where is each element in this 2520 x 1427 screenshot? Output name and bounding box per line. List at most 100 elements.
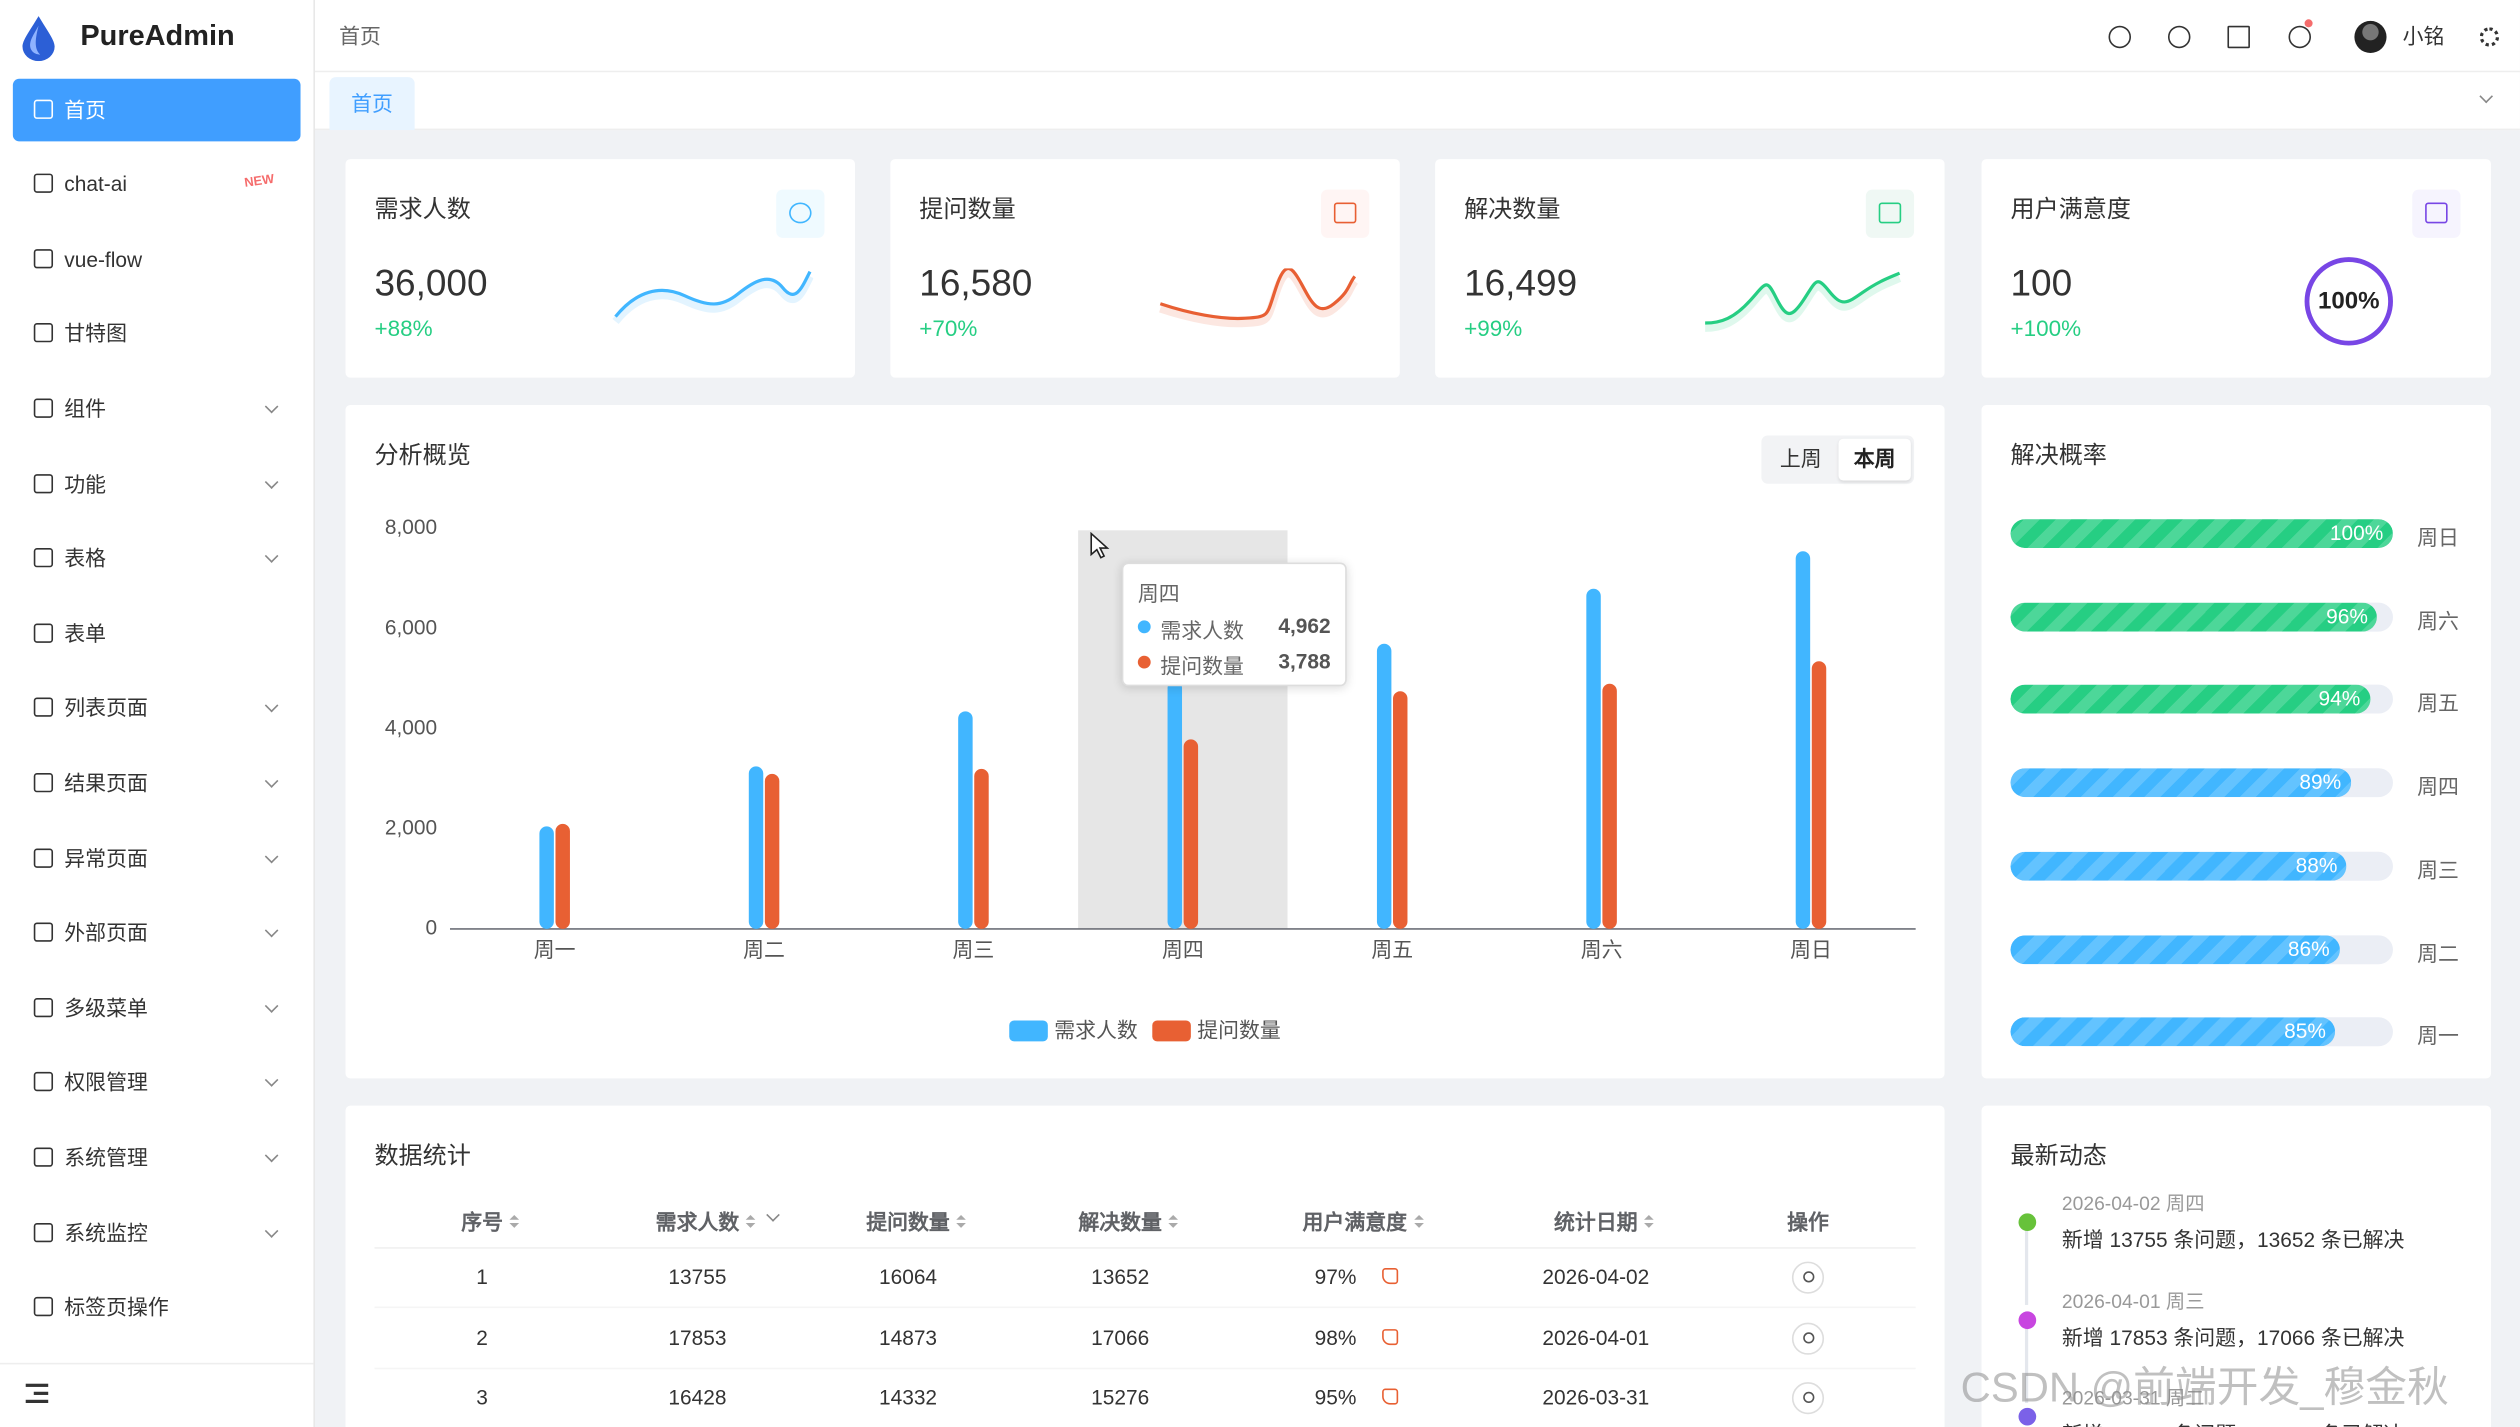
- progress-title: 解决概率: [2010, 441, 2107, 470]
- progress-track: 88%: [2010, 851, 2393, 881]
- menu-label: 功能: [64, 471, 107, 496]
- menu-item[interactable]: 结果页面: [13, 752, 301, 815]
- thumb-icon: [1382, 1388, 1399, 1405]
- bar: [748, 766, 764, 929]
- header-icon[interactable]: [2108, 25, 2132, 49]
- timeline-line: [2024, 1318, 2029, 1403]
- card-icon-glyph: [1333, 202, 1357, 224]
- menu-item[interactable]: vue-flow: [13, 228, 301, 291]
- menu-label: chat-ai: [64, 172, 128, 197]
- view-button[interactable]: [1791, 1261, 1825, 1294]
- avatar[interactable]: [2354, 20, 2387, 54]
- menu-item[interactable]: 权限管理: [13, 1052, 301, 1115]
- progress-label: 周三: [2417, 857, 2459, 882]
- progress-bar: 89%: [2010, 768, 2351, 798]
- sort-icon: [956, 1223, 966, 1233]
- table-cell: 15276: [1091, 1385, 1150, 1410]
- menu-item[interactable]: 列表页面: [13, 677, 301, 740]
- progress-track: 94%: [2010, 685, 2393, 715]
- card-title: 需求人数: [374, 196, 471, 224]
- logo: [22, 16, 55, 62]
- menu-item[interactable]: 外部页面: [13, 902, 301, 965]
- menu-item[interactable]: 系统监控: [13, 1201, 301, 1264]
- progress-label: 周六: [2417, 608, 2459, 633]
- chart-title: 分析概览: [374, 441, 471, 470]
- menu-chevron: [264, 1148, 279, 1163]
- sort-icon: [1168, 1223, 1179, 1233]
- timeline-text: 新增 17853 条问题，17066 条已解决: [2061, 1325, 2405, 1350]
- table-cell: 17853: [668, 1325, 727, 1350]
- timeline-time: 2026-04-02 周四: [2061, 1192, 2205, 1215]
- tooltip-value: 3,788: [1278, 649, 1331, 674]
- settings-icon[interactable]: [2479, 27, 2500, 47]
- sort-icon: [509, 1223, 520, 1233]
- card-title: 用户满意度: [2010, 196, 2132, 224]
- menu-chevron: [264, 549, 279, 564]
- tooltip: 周四 需求人数 4,962 提问数量 3,788: [1121, 562, 1347, 687]
- range-button[interactable]: 上周: [1779, 446, 1822, 471]
- sort-icon: [1413, 1223, 1424, 1233]
- legend-label: 需求人数: [1054, 1019, 1138, 1042]
- menu-item[interactable]: 标签页操作: [13, 1276, 301, 1339]
- card-change: +70%: [919, 314, 978, 341]
- sidebar-divider: [0, 1362, 314, 1365]
- progress-value: 89%: [2299, 769, 2342, 795]
- header-icon[interactable]: [2167, 25, 2191, 49]
- progress-track: 100%: [2010, 519, 2393, 549]
- menu-item[interactable]: 甘特图: [13, 303, 301, 366]
- table-header: 需求人数: [655, 1210, 740, 1235]
- view-button[interactable]: [1791, 1382, 1825, 1415]
- view-glyph: [1803, 1331, 1815, 1343]
- bar-chart: 02,0004,0006,0008,000周一 周二 周三 周四 周五 周六 周日需求人数提…: [385, 516, 1916, 1042]
- x-tick-label: 周一: [534, 939, 576, 962]
- menu-icon: [33, 398, 54, 418]
- progress-label: 周二: [2417, 940, 2459, 966]
- tooltip-title: 周四: [1137, 581, 1180, 606]
- row-line: [374, 1366, 1916, 1369]
- menu-item[interactable]: 首页: [12, 77, 301, 141]
- view-button[interactable]: [1791, 1321, 1825, 1354]
- menu-label: 多级菜单: [64, 995, 148, 1021]
- menu-item[interactable]: 功能: [13, 452, 301, 515]
- cursor-arrow: [1090, 531, 1110, 559]
- bar: [1602, 683, 1617, 929]
- user-name[interactable]: 小铭: [2402, 24, 2445, 49]
- menu-item[interactable]: 表单: [13, 602, 301, 665]
- menu-icon: [33, 1297, 54, 1317]
- collapse-button[interactable]: [25, 1383, 49, 1403]
- menu-item[interactable]: 表格: [13, 527, 301, 590]
- menu-chevron: [264, 998, 279, 1013]
- y-tick-label: 0: [426, 916, 438, 939]
- bar: [974, 768, 989, 929]
- progress-label: 周五: [2417, 691, 2459, 716]
- table-cell: 2: [476, 1325, 488, 1350]
- menu-icon: [33, 98, 54, 119]
- header-icon[interactable]: [2288, 25, 2312, 49]
- sparkline: [1159, 268, 1358, 328]
- table-cell: 17066: [1091, 1325, 1150, 1350]
- sidebar: PureAdmin 首页 chat-ai NEW vue-flow 甘特图 组件 功能 表格 表单…: [0, 0, 315, 1427]
- table-cell: 13652: [1091, 1264, 1150, 1289]
- x-tick-label: 周三: [953, 939, 995, 962]
- table-header: 提问数量: [866, 1210, 950, 1235]
- range-button[interactable]: 本周: [1838, 438, 1911, 481]
- progress-value: 94%: [2318, 686, 2361, 711]
- table-cell: 98%: [1314, 1325, 1357, 1350]
- menu-icon: [33, 847, 54, 868]
- menu-item[interactable]: 异常页面: [13, 827, 301, 890]
- menu-icon: [33, 697, 54, 718]
- menu-icon: [33, 173, 54, 194]
- tab[interactable]: 首页: [329, 77, 415, 131]
- row-line: [374, 1306, 1916, 1309]
- x-tick-label: 周五: [1371, 939, 1413, 962]
- menu-item[interactable]: 系统管理: [13, 1126, 301, 1189]
- menu-item[interactable]: 组件: [13, 377, 301, 440]
- table-cell: 13755: [668, 1264, 727, 1289]
- header-icon[interactable]: [2227, 25, 2250, 49]
- legend-swatch: [1152, 1020, 1191, 1042]
- menu-item[interactable]: chat-ai NEW: [13, 153, 301, 216]
- card-title: 解决数量: [1464, 196, 1561, 224]
- bar: [539, 826, 554, 929]
- tooltip-dot: [1137, 655, 1151, 669]
- menu-item[interactable]: 多级菜单: [13, 977, 301, 1040]
